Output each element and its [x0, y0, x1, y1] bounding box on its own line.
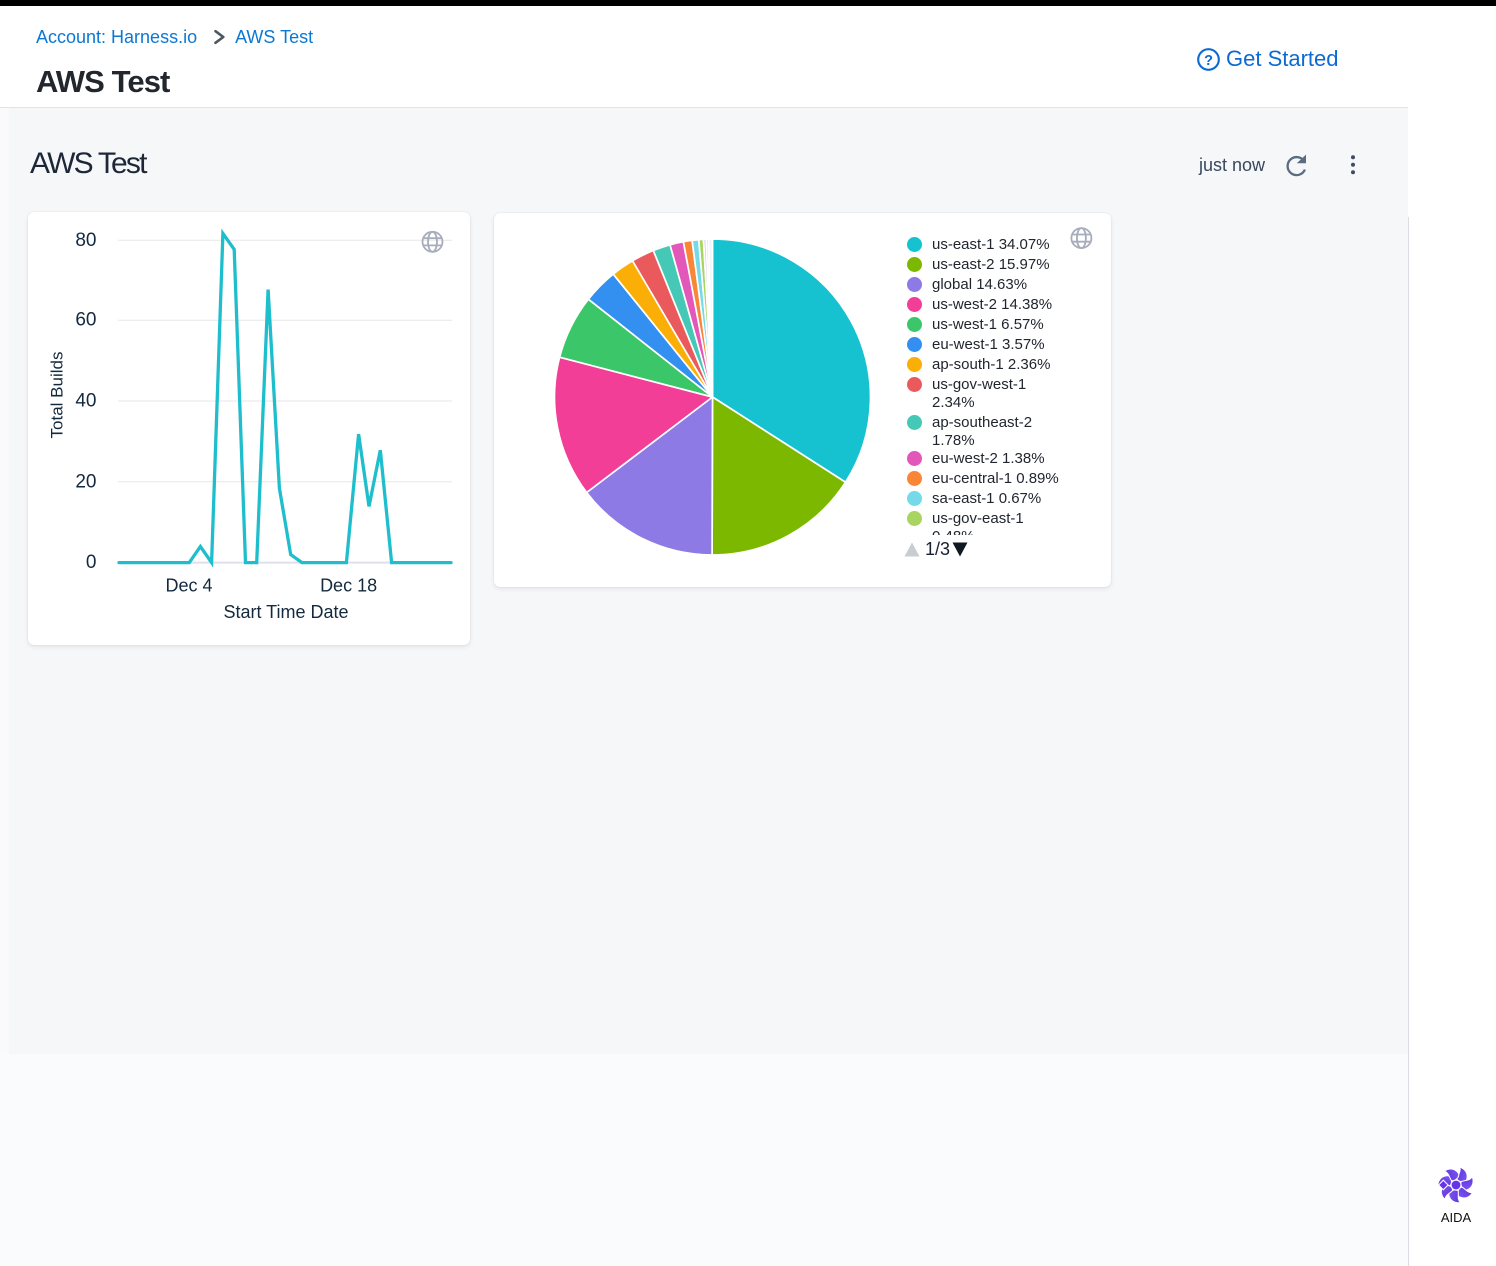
svg-text:Dec 4: Dec 4: [165, 575, 212, 595]
svg-text:?: ?: [1204, 53, 1213, 69]
svg-text:40: 40: [75, 391, 96, 412]
svg-text:0: 0: [86, 552, 97, 573]
svg-text:Start Time Date: Start Time Date: [223, 602, 348, 622]
svg-text:Dec 18: Dec 18: [320, 575, 377, 595]
svg-text:Total Builds: Total Builds: [48, 352, 67, 439]
svg-text:60: 60: [75, 310, 96, 331]
svg-text:80: 80: [75, 230, 96, 251]
svg-text:20: 20: [75, 471, 96, 492]
